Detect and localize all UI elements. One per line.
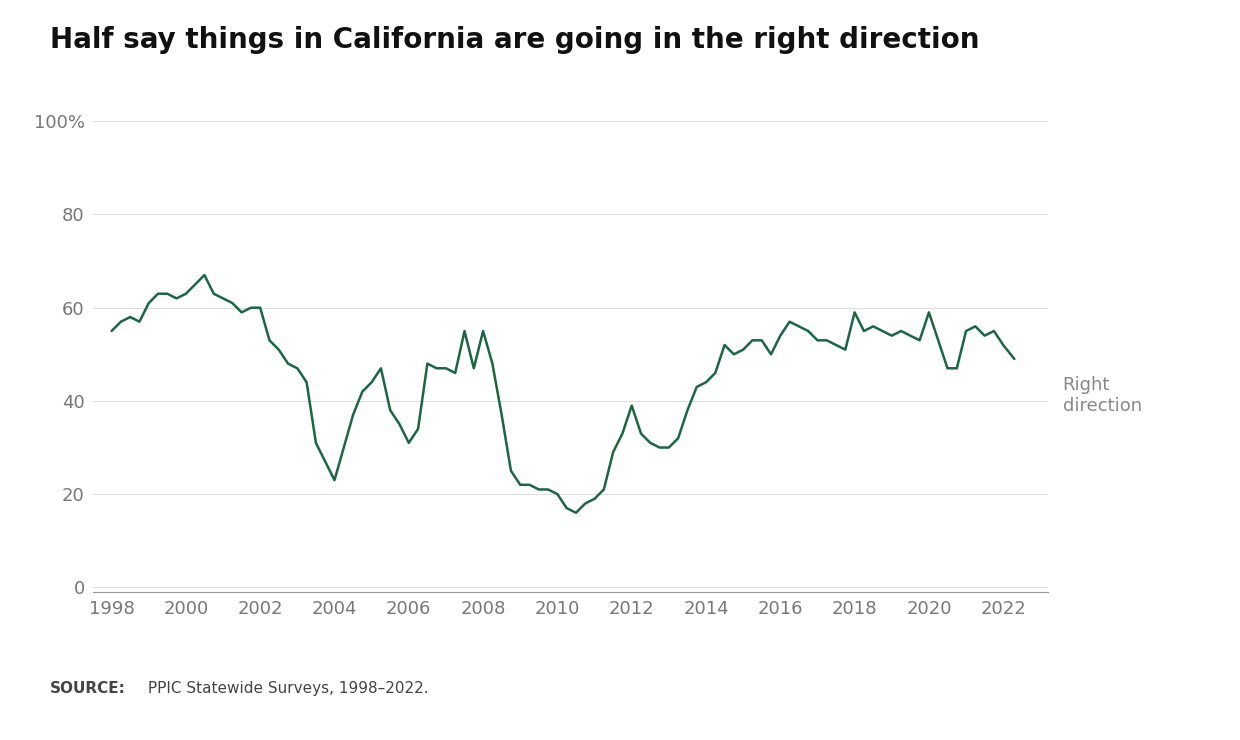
Text: Half say things in California are going in the right direction: Half say things in California are going … [50,26,980,54]
Text: Right
direction: Right direction [1063,377,1142,415]
Text: SOURCE:: SOURCE: [50,681,125,696]
Text: PPIC Statewide Surveys, 1998–2022.: PPIC Statewide Surveys, 1998–2022. [143,681,428,696]
